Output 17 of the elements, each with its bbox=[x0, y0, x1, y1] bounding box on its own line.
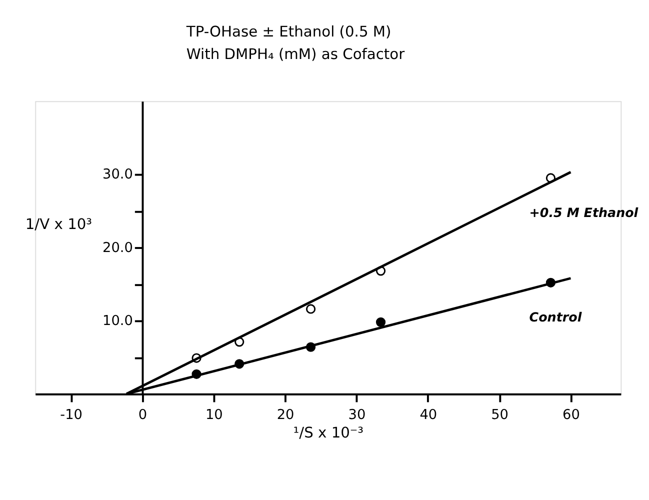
y-tick-label: 20.0 bbox=[102, 240, 133, 256]
x-axis-title: ¹/S x 10⁻³ bbox=[293, 424, 364, 442]
x-tick-label: 0 bbox=[138, 406, 148, 423]
x-tick-label: 50 bbox=[491, 406, 508, 423]
y-tick-label: 30.0 bbox=[102, 166, 133, 183]
x-tick-label: 60 bbox=[562, 406, 580, 423]
chart-title: TP-OHase ± Ethanol (0.5 M) bbox=[185, 24, 392, 41]
text: +0.5 M Ethanol bbox=[529, 205, 639, 220]
x-tick-label: 30 bbox=[348, 406, 366, 423]
chart-subtitle: With DMPH₄ (mM) as Cofactor bbox=[186, 46, 406, 64]
x-tick-label: 20 bbox=[276, 406, 294, 423]
text: Control bbox=[529, 310, 582, 325]
x-tick-label: -10 bbox=[60, 406, 82, 423]
y-axis-title: 1/V x 10³ bbox=[25, 216, 92, 233]
x-tick-label: 10 bbox=[205, 406, 223, 423]
x-tick-label: 40 bbox=[420, 406, 438, 423]
y-tick-label: 10.0 bbox=[102, 313, 133, 330]
